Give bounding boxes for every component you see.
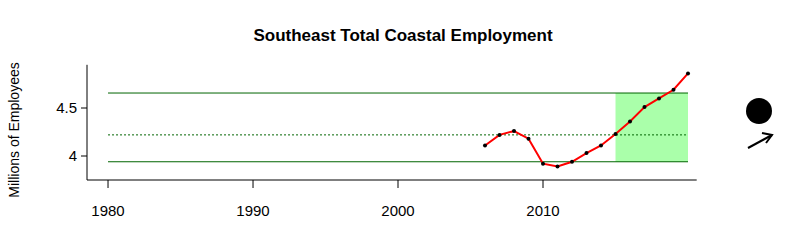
x-tick-label: 2010 [526,202,559,219]
x-tick [543,180,544,188]
x-tick-label: 1980 [91,202,124,219]
title: Southeast Total Coastal Employment [253,26,552,45]
point [599,143,603,147]
point [672,88,676,92]
point [657,96,661,100]
chart: Southeast Total Coastal Employment Millio… [0,0,800,240]
x-axis [87,180,697,181]
point [643,105,647,109]
upper-line [108,93,688,94]
x-tick-label: 2000 [381,202,414,219]
point [556,165,560,169]
x-tick [108,180,109,188]
y-label: Millions of Employees [6,62,22,197]
y-tick [81,108,87,109]
y-tick-label: 4 [69,147,77,164]
point [483,143,487,147]
y-tick [81,156,87,157]
x-tick [398,180,399,188]
point [570,160,574,164]
y-tick-label: 4.5 [56,99,77,116]
point [686,71,690,75]
lower-line [108,161,688,162]
point [527,137,531,141]
point [498,133,502,137]
y-axis [87,65,88,180]
point [585,151,589,155]
trend-arrow-head [762,133,772,143]
status-circle [746,98,772,124]
point [512,129,516,133]
mean-line [108,134,688,135]
series-line [485,73,688,166]
point [628,119,632,123]
trend-arrow [748,135,772,148]
plot-area [108,71,690,168]
point [614,132,618,136]
x-tick [253,180,254,188]
point [541,162,545,166]
x-tick-label: 1990 [236,202,269,219]
